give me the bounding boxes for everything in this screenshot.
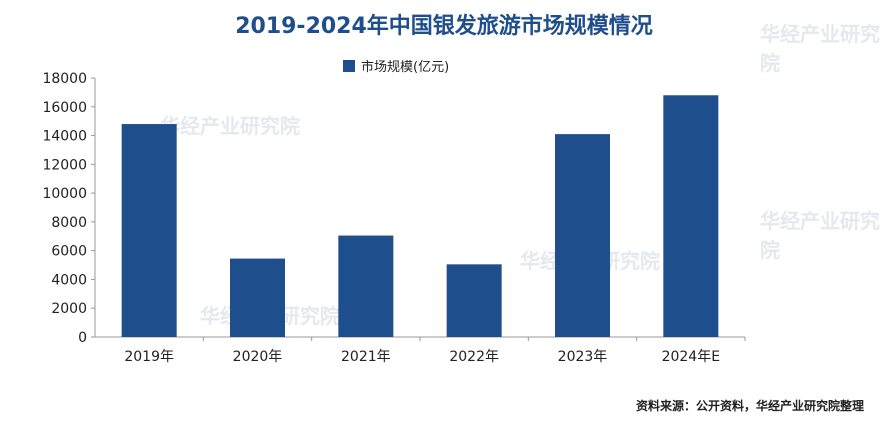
- x-tick-label: 2022年: [449, 349, 499, 365]
- y-tick-label: 4000: [51, 272, 87, 288]
- legend: 市场规模(亿元): [343, 56, 449, 75]
- bar: [121, 124, 177, 338]
- y-tick-label: 16000: [42, 100, 87, 116]
- legend-swatch: [343, 59, 355, 72]
- y-tick-label: 0: [78, 330, 87, 346]
- y-tick-label: 10000: [42, 186, 87, 202]
- x-tick-label: 2023年: [558, 349, 608, 365]
- x-tick-label: 2021年: [341, 349, 391, 365]
- y-tick-label: 12000: [42, 157, 87, 173]
- x-tick-label: 2024年E: [662, 349, 720, 365]
- y-tick-label: 2000: [51, 301, 87, 317]
- y-tick-label: 18000: [42, 71, 87, 87]
- chart-title: 2019-2024年中国银发旅游市场规模情况: [235, 14, 653, 39]
- legend-label: 市场规模(亿元): [361, 60, 450, 75]
- y-tick-label: 6000: [51, 244, 87, 260]
- y-tick-label: 8000: [51, 215, 87, 231]
- bar: [663, 95, 719, 338]
- bar: [338, 235, 394, 337]
- watermark: 华经产业研究院: [760, 22, 880, 75]
- watermark: 华经产业研究院: [760, 209, 880, 262]
- bar: [446, 264, 502, 337]
- bar: [230, 258, 285, 337]
- bar: [555, 134, 610, 337]
- y-tick-label: 14000: [42, 129, 87, 145]
- watermark: 华经产业研究院: [160, 114, 300, 138]
- x-tick-label: 2019年: [124, 349, 174, 365]
- x-tick-label: 2020年: [233, 349, 283, 365]
- source-note: 资料来源：公开资料，华经产业研究院整理: [635, 399, 864, 413]
